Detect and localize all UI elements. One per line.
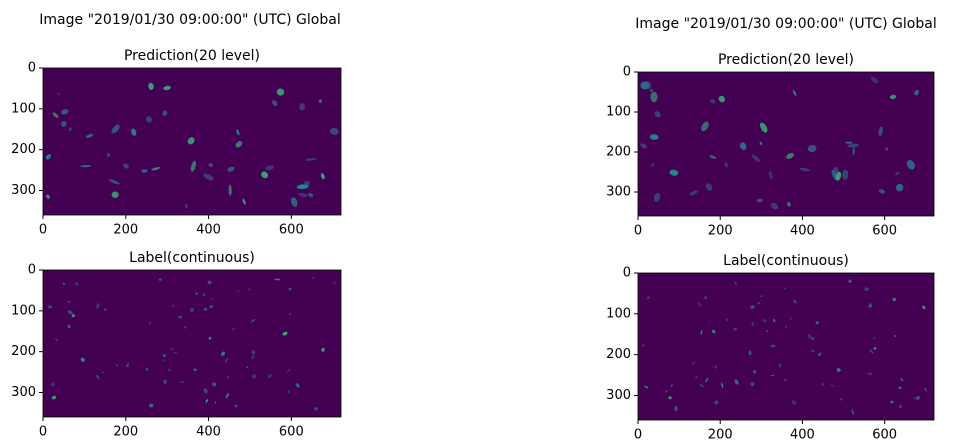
x-tick-label: 200 (708, 428, 733, 440)
y-tick-label: 200 (606, 347, 631, 362)
axes-title: Prediction(20 level) (718, 52, 854, 68)
x-tick-label: 600 (279, 425, 304, 440)
y-tick-label: 200 (11, 142, 36, 157)
figure-title: Image "2019/01/30 09:00:00" (UTC) Global (39, 12, 340, 28)
image-area (43, 270, 341, 417)
y-tick-label: 200 (11, 344, 36, 359)
x-tick-label: 0 (634, 224, 642, 239)
x-tick-label: 600 (279, 223, 304, 238)
x-tick-label: 400 (196, 223, 221, 238)
figure-title: Image "2019/01/30 09:00:00" (UTC) Global (635, 16, 936, 32)
image-feature (163, 380, 166, 384)
image-feature (149, 322, 151, 325)
y-tick-label: 300 (606, 388, 631, 403)
y-tick-label: 100 (606, 105, 631, 120)
y-tick-label: 0 (28, 61, 36, 76)
y-tick-label: 100 (11, 303, 36, 318)
y-tick-label: 300 (606, 185, 631, 200)
x-tick-label: 200 (113, 223, 138, 238)
y-tick-label: 200 (606, 145, 631, 160)
x-tick-label: 400 (790, 224, 815, 239)
x-tick-label: 600 (872, 428, 897, 440)
image-area (638, 72, 934, 216)
x-tick-label: 0 (39, 425, 47, 440)
y-tick-label: 100 (11, 101, 36, 116)
axes-title: Prediction(20 level) (124, 48, 260, 64)
figure: Image "2019/01/30 09:00:00" (UTC) Global… (0, 0, 955, 439)
x-tick-label: 0 (634, 428, 642, 440)
y-tick-label: 0 (28, 263, 36, 278)
x-tick-label: 600 (872, 224, 897, 239)
x-tick-label: 200 (113, 425, 138, 440)
x-tick-label: 400 (196, 425, 221, 440)
y-tick-label: 0 (623, 65, 631, 80)
y-tick-label: 100 (606, 306, 631, 321)
x-tick-label: 200 (708, 224, 733, 239)
image-feature (811, 337, 815, 340)
axes-title: Label(continuous) (129, 250, 255, 266)
axes-title: Label(continuous) (723, 253, 849, 269)
image-feature (651, 92, 658, 103)
x-tick-label: 0 (39, 223, 47, 238)
y-tick-label: 0 (623, 266, 631, 281)
y-tick-label: 300 (11, 385, 36, 400)
x-tick-label: 400 (790, 428, 815, 440)
image-feature (299, 103, 305, 110)
image-area (638, 273, 934, 420)
y-tick-label: 300 (11, 183, 36, 198)
